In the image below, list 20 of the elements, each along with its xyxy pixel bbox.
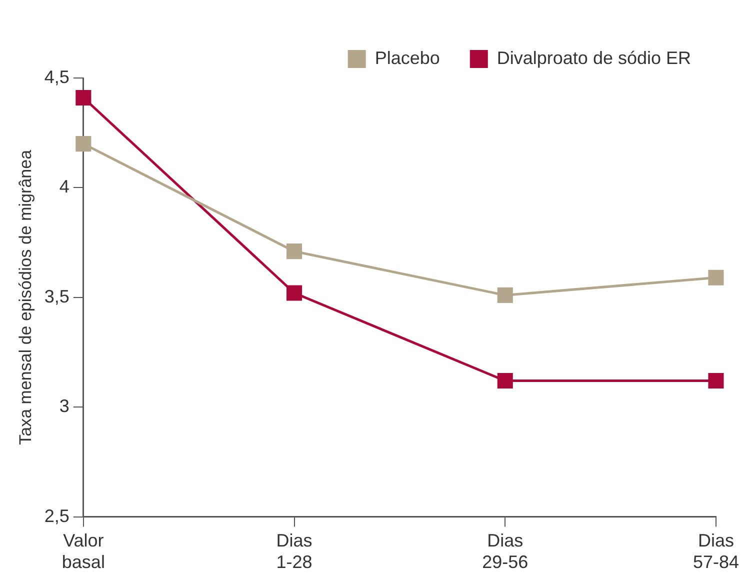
x-tick-label: Valor basal [62, 530, 105, 572]
y-tick-label: 3,5 [44, 286, 70, 306]
x-tick-label: Dias 29-56 [482, 530, 528, 572]
point [76, 136, 92, 152]
point [286, 285, 302, 301]
y-axis-title: Taxa mensal de episódios de migrânea [16, 149, 35, 445]
y-tick-label: 4,5 [44, 66, 70, 87]
point [497, 372, 513, 389]
point [708, 372, 724, 389]
y-tick-label: 2,5 [44, 506, 70, 526]
point [76, 90, 92, 106]
x-tick-label: Dias 1-28 [276, 530, 312, 572]
y-tick-label: 4 [59, 176, 70, 197]
legend-label: Placebo [374, 48, 440, 68]
x-tick-label: Dias 57-84 [692, 530, 740, 572]
legend-label: Divalproato de sódio ER [496, 48, 692, 68]
point [497, 287, 513, 303]
point [708, 270, 724, 286]
y-tick-label: 3 [59, 396, 70, 416]
point [286, 244, 302, 260]
